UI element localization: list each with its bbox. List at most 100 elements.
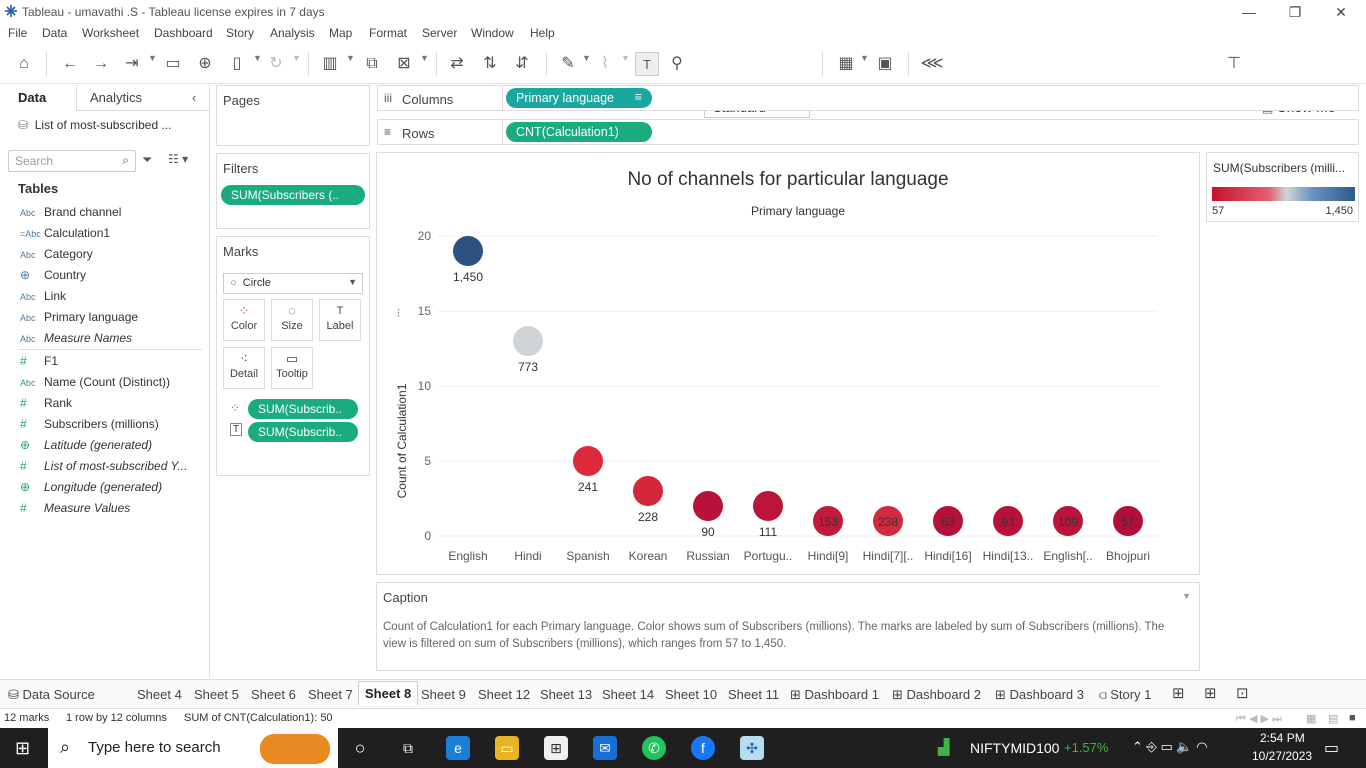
- scatter-point[interactable]: [573, 446, 603, 476]
- x-tick-label[interactable]: English[..: [1043, 549, 1092, 563]
- field-category[interactable]: Abc Category: [20, 247, 93, 261]
- tab-sheet-10[interactable]: Sheet 10: [665, 687, 718, 702]
- menu-analysis[interactable]: Analysis: [270, 26, 315, 40]
- x-tick-label[interactable]: Bhojpuri: [1106, 549, 1150, 563]
- menu-server[interactable]: Server: [422, 26, 458, 40]
- tabs-view-icon[interactable]: ■: [1349, 712, 1356, 724]
- share-icon[interactable]: ⋘: [920, 55, 944, 72]
- sheet-nav-icons[interactable]: ⏮ ◀ ▶ ⏭: [1236, 713, 1282, 725]
- sheet-sorter-icon[interactable]: ▦: [1306, 713, 1317, 725]
- group-members-icon[interactable]: ⌇: [601, 55, 609, 72]
- tab-analytics[interactable]: Analytics: [90, 90, 143, 105]
- tab-data-source[interactable]: ⛁ Data Source: [8, 687, 95, 702]
- tableau-taskbar-icon[interactable]: ✣: [740, 736, 764, 760]
- tray-icons[interactable]: ⌃ ⎆ ▭ 🔈 ◠: [1132, 739, 1208, 754]
- menu-story[interactable]: Story: [226, 26, 255, 40]
- field-longitude[interactable]: ⊕ Longitude (generated): [20, 480, 163, 494]
- label-pill[interactable]: SUM(Subscrib..: [248, 422, 358, 442]
- scatter-point[interactable]: [813, 506, 843, 536]
- x-tick-label[interactable]: English: [448, 549, 487, 563]
- facebook-icon[interactable]: f: [691, 736, 715, 760]
- scatter-point[interactable]: [993, 506, 1023, 536]
- field-calculation1[interactable]: =Abc Calculation1: [20, 226, 111, 240]
- new-datasource-icon[interactable]: ⊕: [198, 55, 212, 72]
- label-button[interactable]: T Label: [319, 299, 361, 341]
- collapse-pane-icon[interactable]: ‹: [192, 90, 197, 105]
- tab-dashboard-2[interactable]: ⊞ Dashboard 2: [892, 687, 981, 702]
- sort-descending-icon[interactable]: ⇵: [515, 55, 529, 72]
- file-explorer-icon[interactable]: ▭: [495, 736, 519, 760]
- menu-window[interactable]: Window: [471, 26, 514, 40]
- store-icon[interactable]: ⊞: [544, 736, 568, 760]
- y-axis-sort-icon[interactable]: ⫶: [397, 308, 400, 320]
- task-view-icon[interactable]: ⧉: [403, 740, 413, 756]
- undo-icon[interactable]: ←: [62, 55, 78, 72]
- edge-icon[interactable]: e: [446, 736, 470, 760]
- new-story-icon[interactable]: ⊡: [1236, 685, 1249, 702]
- filmstrip-icon[interactable]: ▤: [1328, 713, 1339, 725]
- field-name-count-distinct[interactable]: Abc Name (Count (Distinct)): [20, 375, 171, 389]
- menu-worksheet[interactable]: Worksheet: [82, 26, 140, 40]
- filter-pill[interactable]: SUM(Subscribers (..: [221, 185, 365, 205]
- menu-format[interactable]: Format: [369, 26, 408, 40]
- tab-sheet-11[interactable]: Sheet 11: [728, 687, 780, 702]
- presentation-mode-icon[interactable]: ▣: [877, 55, 893, 72]
- field-primary-language[interactable]: Abc Primary language: [20, 310, 139, 324]
- tab-sheet-6[interactable]: Sheet 6: [251, 687, 296, 702]
- scatter-point[interactable]: [873, 506, 903, 536]
- scatter-point[interactable]: [1053, 506, 1083, 536]
- tooltip-button[interactable]: ▭ Tooltip: [271, 347, 313, 389]
- menu-help[interactable]: Help: [530, 26, 555, 40]
- minimize-button[interactable]: —: [1242, 4, 1256, 20]
- new-worksheet-icon[interactable]: ▥: [322, 55, 338, 72]
- filter-icon[interactable]: ⏷: [142, 152, 153, 167]
- field-brand-channel[interactable]: Abc Brand channel: [20, 205, 122, 219]
- menu-map[interactable]: Map: [329, 26, 353, 40]
- refresh-icon[interactable]: ↻: [269, 55, 283, 72]
- field-f1[interactable]: # F1: [20, 354, 59, 368]
- x-tick-label[interactable]: Russian: [686, 549, 729, 563]
- save-icon[interactable]: ▭: [165, 55, 181, 72]
- format-painter-icon[interactable]: ⊤: [1227, 55, 1241, 72]
- redo-icon[interactable]: →: [93, 55, 109, 72]
- menu-file[interactable]: File: [8, 26, 28, 40]
- menu-data[interactable]: Data: [42, 26, 68, 40]
- sort-ascending-icon[interactable]: ⇅: [483, 55, 497, 72]
- view-list-icon[interactable]: ☷ ▾: [168, 152, 189, 166]
- search-input[interactable]: Search ⌕: [8, 150, 136, 172]
- x-tick-label[interactable]: Hindi: [514, 549, 541, 563]
- mail-icon[interactable]: ✉: [593, 736, 617, 760]
- x-tick-label[interactable]: Korean: [629, 549, 668, 563]
- tab-sheet-12[interactable]: Sheet 12: [478, 687, 531, 702]
- fix-axes-icon[interactable]: ⚲: [671, 55, 683, 72]
- rows-shelf[interactable]: ≡ Rows CNT(Calculation1): [377, 119, 1359, 145]
- replay-icon[interactable]: ⇥: [125, 55, 139, 72]
- taskbar-search[interactable]: ⌕ Type here to search: [48, 728, 338, 768]
- x-tick-label[interactable]: Portugu..: [744, 549, 793, 563]
- field-measure-values[interactable]: # Measure Values: [20, 501, 131, 515]
- ticker-name[interactable]: NIFTYMID100: [970, 740, 1060, 756]
- pages-shelf[interactable]: Pages: [216, 85, 370, 146]
- field-subscribers[interactable]: # Subscribers (millions): [20, 417, 159, 431]
- x-tick-label[interactable]: Hindi[16]: [924, 549, 971, 563]
- scatter-point[interactable]: [933, 506, 963, 536]
- field-list-count[interactable]: # List of most-subscribed Y...: [20, 459, 188, 473]
- color-pill[interactable]: SUM(Subscrib..: [248, 399, 358, 419]
- close-button[interactable]: ✕: [1335, 4, 1347, 20]
- field-latitude[interactable]: ⊕ Latitude (generated): [20, 438, 153, 452]
- duplicate-sheet-icon[interactable]: ⧉: [366, 55, 378, 72]
- detail-button[interactable]: ⁖ Detail: [223, 347, 265, 389]
- columns-pill[interactable]: Primary language ≡: [506, 88, 652, 108]
- field-measure-names[interactable]: Abc Measure Names: [20, 331, 133, 345]
- tab-dashboard-3[interactable]: ⊞ Dashboard 3: [995, 687, 1084, 702]
- tab-sheet-5[interactable]: Sheet 5: [194, 687, 239, 702]
- swap-axes-icon[interactable]: ⇄: [450, 55, 464, 72]
- tab-data[interactable]: Data: [18, 90, 47, 105]
- columns-shelf[interactable]: iii Columns Primary language ≡: [377, 85, 1359, 111]
- windows-start-icon[interactable]: ⊞: [15, 738, 31, 758]
- field-country[interactable]: ⊕ Country: [20, 268, 87, 282]
- notifications-icon[interactable]: ▭: [1324, 740, 1340, 757]
- tab-sheet-8[interactable]: Sheet 8: [358, 681, 419, 705]
- tab-sheet-7[interactable]: Sheet 7: [308, 687, 353, 702]
- x-tick-label[interactable]: Hindi[9]: [808, 549, 849, 563]
